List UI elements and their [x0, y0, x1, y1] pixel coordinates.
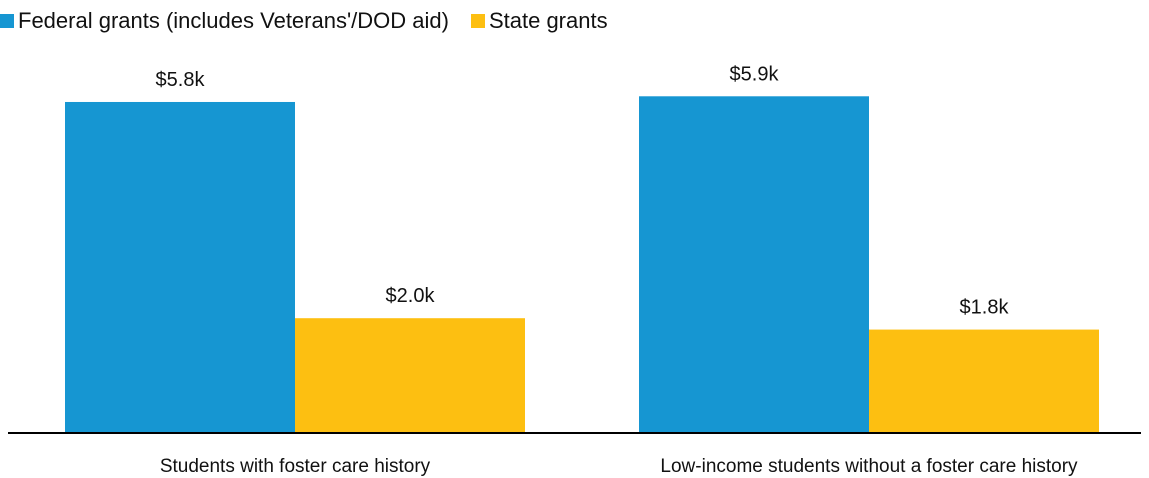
legend-label-federal-grants: Federal grants (includes Veterans'/DOD a… [18, 8, 449, 33]
bar-state-1 [869, 329, 1099, 432]
category-label-1: Low-income students without a foster car… [660, 456, 1078, 477]
data-label-federal-0: $5.8k [156, 69, 206, 91]
bar-state-0 [295, 318, 525, 432]
legend-swatch-state-grants [470, 14, 485, 28]
legend-swatch-federal-grants [0, 14, 14, 28]
data-label-state-1: $1.8k [960, 297, 1010, 319]
data-label-federal-1: $5.9k [730, 63, 780, 85]
legend-item-state-grants: State grants [470, 8, 608, 34]
category-label-0: Students with foster care history [160, 456, 431, 477]
data-label-state-0: $2.0k [386, 285, 436, 307]
legend: Federal grants (includes Veterans'/DOD a… [0, 6, 630, 36]
legend-label-state-grants: State grants [488, 8, 608, 33]
bar-federal-1 [639, 96, 869, 432]
legend-item-federal-grants: Federal grants (includes Veterans'/DOD a… [0, 8, 449, 34]
bar-federal-0 [65, 101, 295, 432]
